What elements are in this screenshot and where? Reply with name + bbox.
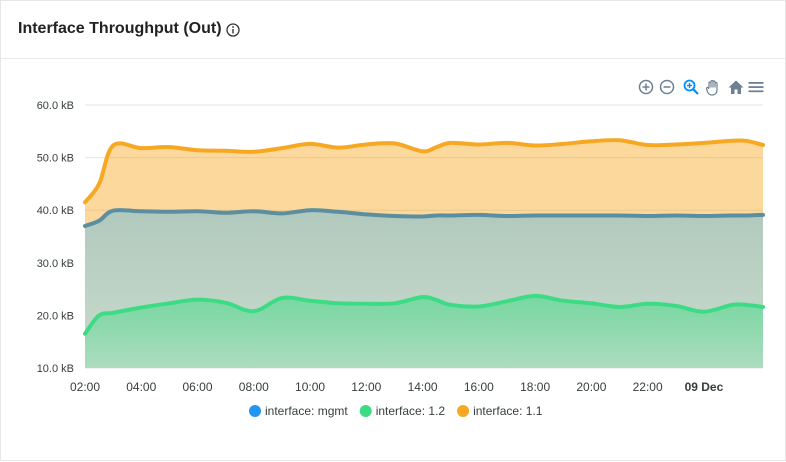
menu-icon[interactable] <box>747 78 765 96</box>
legend-item[interactable]: interface: 1.1 <box>457 404 543 418</box>
info-icon[interactable] <box>226 23 240 37</box>
x-tick-label: 02:00 <box>70 380 100 394</box>
x-tick-label: 09 Dec <box>685 380 724 394</box>
legend-item[interactable]: interface: mgmt <box>249 404 348 418</box>
y-tick-label: 20.0 kB <box>37 310 74 322</box>
x-tick-label: 20:00 <box>576 380 606 394</box>
pan-icon[interactable] <box>704 78 722 96</box>
zoom-in-icon[interactable] <box>637 78 655 96</box>
legend-item[interactable]: interface: 1.2 <box>359 404 446 418</box>
legend-label: interface: mgmt <box>265 404 348 418</box>
y-tick-label: 40.0 kB <box>37 205 74 217</box>
series-interface-1-2-line <box>83 293 765 336</box>
series-interface-1-1-line <box>83 138 765 205</box>
y-tick-label: 50.0 kB <box>37 153 74 165</box>
panel-title: Interface Throughput (Out) <box>18 20 222 37</box>
legend-marker <box>359 405 372 417</box>
series-mgmt-line <box>83 208 765 228</box>
y-tick-label: 10.0 kB <box>37 363 74 375</box>
x-tick-label: 10:00 <box>295 380 325 394</box>
y-tick-label: 30.0 kB <box>37 258 74 270</box>
legend-marker <box>249 405 261 417</box>
x-tick-label: 08:00 <box>239 380 269 394</box>
legend-marker <box>457 405 470 417</box>
series-interface-1-2-area <box>85 295 763 368</box>
x-tick-label: 06:00 <box>183 380 213 394</box>
x-tick-label: 16:00 <box>464 380 494 394</box>
x-tick-label: 14:00 <box>408 380 438 394</box>
series-interface-1-1-area <box>85 140 763 368</box>
legend-label: interface: 1.1 <box>473 404 543 418</box>
legend-label: interface: 1.2 <box>376 404 446 418</box>
panel-header: Interface Throughput (Out) <box>1 1 785 59</box>
zoom-selection-icon[interactable] <box>682 78 700 96</box>
series-mgmt-area <box>85 210 763 368</box>
x-tick-label: 22:00 <box>633 380 663 394</box>
x-tick-label: 12:00 <box>351 380 381 394</box>
x-tick-label: 04:00 <box>126 380 156 394</box>
x-tick-label: 18:00 <box>520 380 550 394</box>
zoom-out-icon[interactable] <box>658 78 676 96</box>
y-tick-label: 60.0 kB <box>37 100 74 112</box>
reset-home-icon[interactable] <box>727 78 745 96</box>
